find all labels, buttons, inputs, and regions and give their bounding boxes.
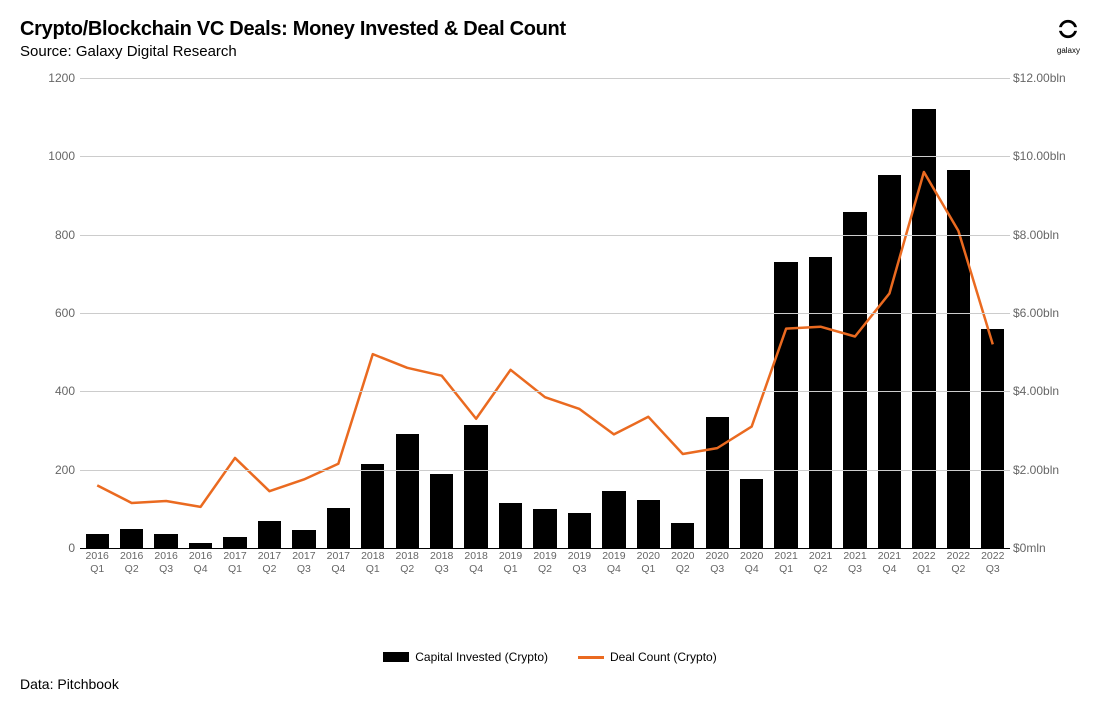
x-tick-label: 2019Q3: [568, 550, 591, 576]
y-left-tick-label: 1200: [25, 71, 75, 85]
y-right-tick-label: $2.00bln: [1013, 463, 1078, 477]
x-tick-label: 2017Q3: [292, 550, 315, 576]
legend-bar-label: Capital Invested (Crypto): [415, 650, 548, 664]
chart-title: Crypto/Blockchain VC Deals: Money Invest…: [20, 18, 1080, 41]
x-tick-label: 2018Q1: [361, 550, 384, 576]
x-tick-label: 2020Q3: [706, 550, 729, 576]
galaxy-logo: galaxy: [1057, 18, 1080, 55]
x-tick-label: 2021Q4: [878, 550, 901, 576]
grid-line: [80, 391, 1010, 392]
x-tick-label: 2021Q3: [843, 550, 866, 576]
x-tick-label: 2018Q3: [430, 550, 453, 576]
line-series: [97, 172, 993, 507]
x-tick-label: 2017Q4: [327, 550, 350, 576]
x-tick-label: 2019Q2: [533, 550, 556, 576]
y-left-tick-label: 200: [25, 463, 75, 477]
legend-line-label: Deal Count (Crypto): [610, 650, 717, 664]
y-right-tick-label: $12.00bln: [1013, 71, 1078, 85]
plot-area: 020040060080010001200$0mln$2.00bln$4.00b…: [80, 78, 1010, 548]
grid-line: [80, 78, 1010, 79]
grid-line: [80, 235, 1010, 236]
x-tick-label: 2021Q1: [774, 550, 797, 576]
x-tick-label: 2022Q1: [912, 550, 935, 576]
chart-source: Source: Galaxy Digital Research: [20, 43, 1080, 60]
y-right-tick-label: $6.00bln: [1013, 306, 1078, 320]
x-tick-label: 2016Q1: [86, 550, 109, 576]
x-tick-label: 2021Q2: [809, 550, 832, 576]
galaxy-logo-icon: [1057, 18, 1079, 40]
x-tick-label: 2016Q4: [189, 550, 212, 576]
x-tick-label: 2018Q4: [464, 550, 487, 576]
legend-item-bar: Capital Invested (Crypto): [383, 650, 548, 664]
x-tick-label: 2017Q1: [223, 550, 246, 576]
x-tick-label: 2020Q2: [671, 550, 694, 576]
y-left-tick-label: 1000: [25, 149, 75, 163]
footer-text: Data: Pitchbook: [20, 676, 119, 692]
y-left-tick-label: 800: [25, 228, 75, 242]
x-tick-label: 2020Q4: [740, 550, 763, 576]
legend: Capital Invested (Crypto) Deal Count (Cr…: [0, 650, 1100, 664]
y-right-tick-label: $4.00bln: [1013, 384, 1078, 398]
legend-swatch-line: [578, 656, 604, 659]
legend-swatch-bar: [383, 652, 409, 662]
header: Crypto/Blockchain VC Deals: Money Invest…: [20, 18, 1080, 60]
x-tick-label: 2017Q2: [258, 550, 281, 576]
y-right-tick-label: $0mln: [1013, 541, 1078, 555]
y-right-tick-label: $8.00bln: [1013, 228, 1078, 242]
y-right-tick-label: $10.00bln: [1013, 149, 1078, 163]
grid-line: [80, 470, 1010, 471]
x-tick-label: 2016Q3: [154, 550, 177, 576]
y-left-tick-label: 0: [25, 541, 75, 555]
x-tick-label: 2018Q2: [396, 550, 419, 576]
x-tick-label: 2019Q4: [602, 550, 625, 576]
x-tick-label: 2016Q2: [120, 550, 143, 576]
galaxy-logo-text: galaxy: [1057, 46, 1080, 55]
x-tick-label: 2019Q1: [499, 550, 522, 576]
x-labels-group: 2016Q1 2016Q2 2016Q3 2016Q4 2017Q1 2017Q2 2017…: [80, 550, 1010, 584]
x-tick-label: 2022Q3: [981, 550, 1004, 576]
grid-line: [80, 313, 1010, 314]
y-left-tick-label: 400: [25, 384, 75, 398]
grid-line: [80, 156, 1010, 157]
legend-item-line: Deal Count (Crypto): [578, 650, 717, 664]
x-tick-label: 2022Q2: [947, 550, 970, 576]
x-tick-label: 2020Q1: [637, 550, 660, 576]
grid-line: [80, 548, 1010, 549]
y-left-tick-label: 600: [25, 306, 75, 320]
chart-container: 020040060080010001200$0mln$2.00bln$4.00b…: [20, 78, 1080, 598]
